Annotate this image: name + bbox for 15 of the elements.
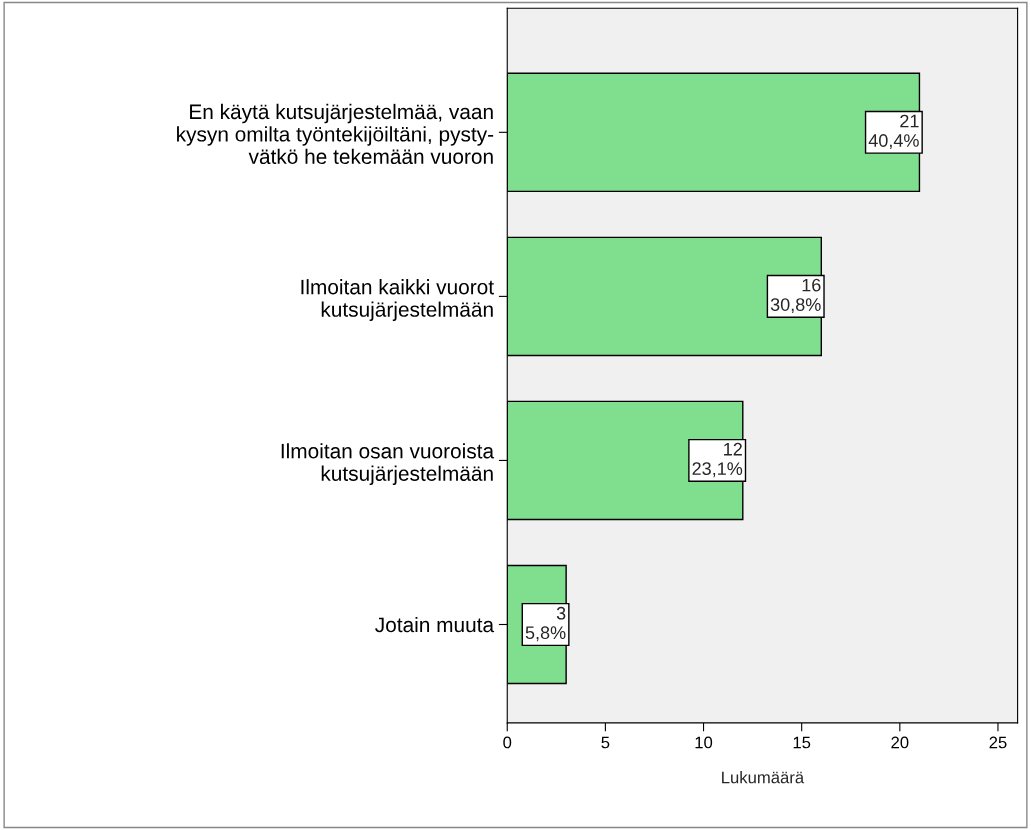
y-tick-label: Ilmoitan kaikki vuorot kutsujärjestelmään <box>301 279 494 321</box>
x-tick-label: 5 <box>601 736 610 749</box>
y-tick-label: Jotain muuta <box>375 616 495 633</box>
data-label: 12 23,1% <box>692 442 743 478</box>
data-label: 3 5,8% <box>525 606 566 642</box>
data-label: 16 30,8% <box>770 278 821 314</box>
x-tick-label: 10 <box>695 736 713 749</box>
x-tick-label: 25 <box>989 736 1007 749</box>
x-tick-label: 15 <box>793 736 811 749</box>
x-axis-title: Lukumäärä <box>722 771 805 784</box>
x-tick-label: 20 <box>891 736 909 749</box>
y-tick-label: Ilmoitan osan vuoroista kutsujärjestelmään <box>281 443 495 486</box>
y-tick-label: En käytä kutsujärjestelmää, vaan kysyn omilta työntekijöiltäni, pysty- vätkö he tekemään vuoron <box>177 103 494 165</box>
x-tick-label: 0 <box>503 736 512 749</box>
data-label: 21 40,4% <box>868 114 919 150</box>
